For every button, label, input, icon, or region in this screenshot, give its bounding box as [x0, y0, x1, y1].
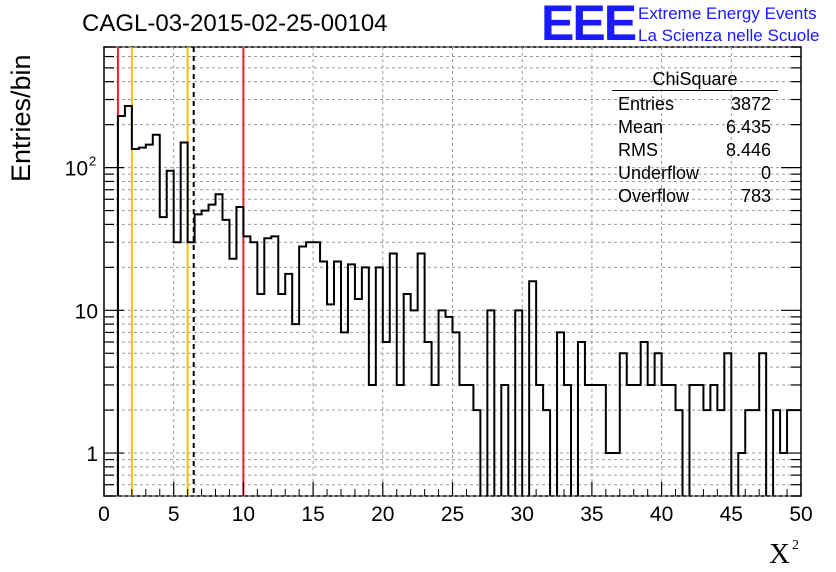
- stats-label: RMS: [618, 140, 658, 160]
- stats-row-rms: RMS 8.446: [612, 139, 778, 162]
- stats-value: 8.446: [725, 140, 771, 160]
- x-axis-label-text: X: [769, 538, 790, 570]
- x-tick-label: 0: [98, 503, 110, 526]
- x-tick-label: 35: [580, 503, 603, 526]
- stats-value: 783: [740, 186, 771, 206]
- stats-title: ChiSquare: [612, 68, 778, 91]
- y-tick-label: 10: [65, 158, 88, 181]
- stats-label: Underflow: [618, 163, 700, 183]
- y-tick-exponent: 2: [89, 154, 96, 169]
- stats-row-overflow: Overflow 783: [612, 185, 778, 208]
- x-tick-label: 5: [168, 503, 180, 526]
- x-tick-label: 25: [441, 503, 464, 526]
- x-tick-label: 30: [511, 503, 534, 526]
- stats-row-underflow: Underflow 0: [612, 162, 778, 185]
- eee-logo: EEE: [541, 0, 637, 51]
- x-tick-label: 10: [232, 503, 255, 526]
- grid: [104, 46, 801, 497]
- logo-line-1: Extreme Energy Events: [638, 4, 817, 23]
- x-tick-label: 15: [301, 503, 324, 526]
- x-tick-labels: 0 5 10 15 20 25 30 35 40 45 50: [98, 503, 813, 526]
- y-axis-label: Entries/bin: [6, 54, 36, 182]
- x-tick-label: 50: [789, 503, 812, 526]
- x-tick-label: 45: [720, 503, 743, 526]
- x-tick-label: 20: [371, 503, 394, 526]
- stats-label: Overflow: [618, 186, 690, 206]
- stats-value: 6.435: [725, 117, 771, 137]
- stats-value: 3872: [730, 94, 771, 114]
- histogram-outline: [116, 105, 801, 496]
- vertical-markers: [116, 47, 245, 496]
- logo-caption: Extreme Energy Events La Scienza nelle S…: [638, 3, 819, 47]
- y-tick-label: 10: [75, 300, 98, 323]
- stats-row-mean: Mean 6.435: [612, 116, 778, 139]
- logo-line-2: La Scienza nelle Scuole: [638, 26, 820, 45]
- axis-ticks: [103, 46, 802, 497]
- y-tick-label: 1: [86, 443, 98, 466]
- stats-row-entries: Entries 3872: [612, 93, 778, 116]
- stats-label: Entries: [618, 94, 675, 114]
- x-tick-label: 40: [650, 503, 673, 526]
- stats-value: 0: [760, 163, 771, 183]
- x-axis-label-superscript: 2: [791, 538, 799, 553]
- stats-box: ChiSquare Entries 3872 Mean 6.435 RMS 8.446…: [612, 68, 778, 208]
- stats-label: Mean: [618, 117, 664, 137]
- chart-title: CAGL-03-2015-02-25-00104: [82, 10, 388, 37]
